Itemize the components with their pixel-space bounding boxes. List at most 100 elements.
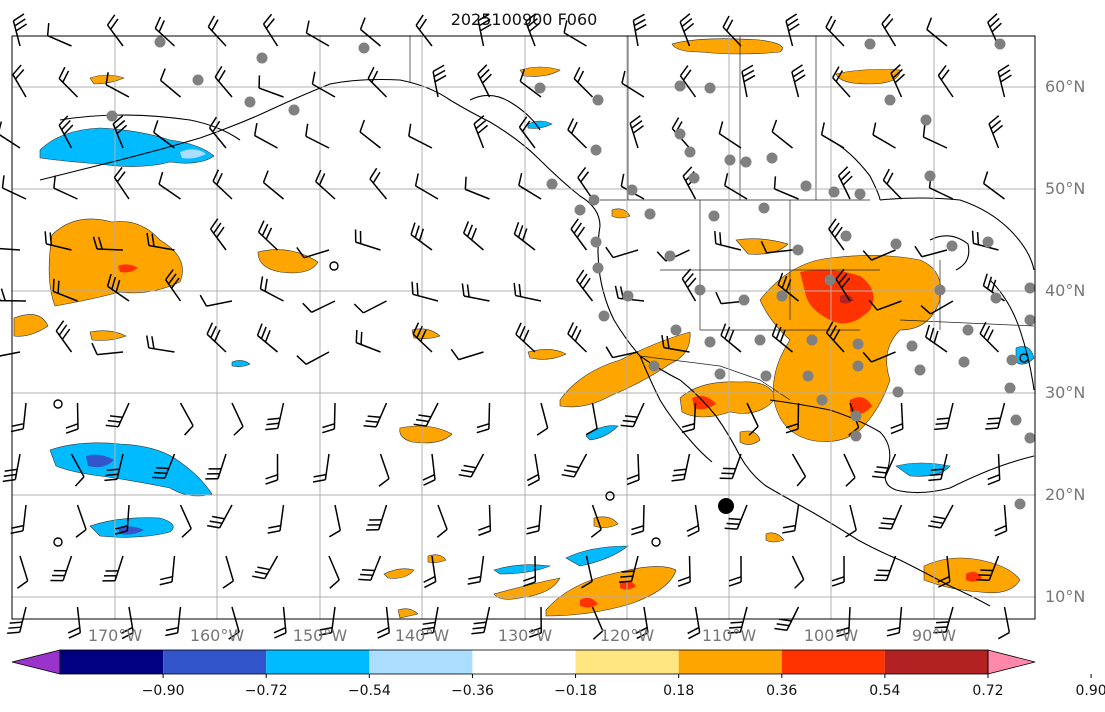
station-dot: [884, 94, 896, 106]
station-dot: [1014, 498, 1026, 510]
colorbar-tick-label: −0.18: [554, 683, 597, 699]
latitude-label: 60°N: [1045, 77, 1086, 96]
wind-barb: [262, 170, 284, 200]
wind-barb: [376, 606, 391, 639]
positive-anomaly-area: [527, 349, 567, 360]
station-dot: [816, 394, 828, 406]
longitude-label: 100°W: [803, 626, 859, 645]
wind-barb: [91, 342, 124, 356]
station-dot: [590, 236, 602, 248]
wind-barb: [423, 555, 437, 589]
wind-barb: [937, 64, 954, 98]
wind-barb: [988, 115, 1004, 149]
wind-barb: [228, 606, 240, 640]
wind-barb: [52, 278, 78, 302]
wind-barb: [105, 72, 130, 98]
wind-barb: [878, 504, 903, 530]
latitude-label: 20°N: [1045, 485, 1086, 504]
strong-positive-area: [118, 264, 138, 273]
wind-barb: [862, 351, 896, 363]
wind-barb: [10, 504, 27, 535]
wind-barb: [924, 324, 948, 353]
wind-barb: [868, 299, 902, 311]
wind-barb: [785, 402, 800, 434]
wind-barb: [746, 402, 759, 436]
colorbar-tick-label: 0.54: [869, 683, 901, 699]
wind-barb: [820, 122, 845, 149]
station-dot: [850, 430, 862, 442]
wind-barb: [120, 606, 135, 640]
positive-anomaly-area: [759, 255, 942, 442]
station-dot: [776, 290, 788, 302]
wind-barb: [75, 504, 87, 538]
wind-barb: [720, 323, 742, 353]
station-dot: [854, 188, 866, 200]
wind-barb: [718, 121, 742, 149]
wind-barb: [679, 65, 697, 98]
wind-barb: [0, 288, 27, 302]
wind-barb: [881, 13, 897, 47]
wind-barb: [727, 606, 748, 634]
station-dot: [906, 340, 918, 352]
wind-barb: [179, 504, 192, 538]
wind-barb: [872, 453, 897, 479]
wind-barb: [158, 171, 181, 200]
wind-barb: [785, 13, 800, 47]
wind-barb: [845, 504, 857, 538]
wind-barb: [872, 122, 896, 149]
wind-barb: [476, 402, 491, 434]
wind-barb: [831, 555, 845, 587]
wind-barb: [165, 606, 182, 637]
wind-barb: [890, 402, 904, 435]
wind-barb: [873, 555, 897, 582]
station-dot: [792, 244, 804, 256]
positive-anomaly-area: [519, 66, 561, 77]
station-dot: [1006, 354, 1018, 366]
tropical-system-marker: [718, 498, 734, 514]
calm-wind-circles: [53, 261, 1029, 547]
wind-barb: [661, 335, 690, 353]
negative-anomaly-area: [180, 149, 206, 159]
station-dot: [738, 294, 750, 306]
colorbar-segment: [369, 650, 473, 674]
wind-barb: [671, 453, 691, 482]
wind-barb: [312, 453, 330, 483]
wind-barb: [561, 453, 588, 478]
wind-barb: [65, 402, 79, 434]
station-dot: [674, 128, 686, 140]
wind-barb: [620, 402, 645, 428]
wind-barb: [55, 320, 73, 353]
wind-barb: [686, 504, 700, 538]
wind-barb: [728, 555, 742, 587]
station-dot: [724, 154, 736, 166]
station-dot: [622, 290, 634, 302]
station-dot: [674, 80, 686, 92]
station-dot: [192, 74, 204, 86]
wind-barb: [933, 606, 954, 634]
wind-barb: [580, 555, 593, 589]
wind-barb: [422, 453, 436, 486]
station-dot: [1004, 382, 1016, 394]
wind-barb: [207, 504, 233, 529]
strong-positive-area: [580, 597, 598, 608]
station-dot: [288, 104, 300, 116]
wind-barbs: [0, 13, 1012, 640]
colorbar-low-extend: [11, 649, 61, 675]
wind-barb: [635, 606, 649, 640]
wind-barb: [359, 119, 381, 149]
wind-barb: [832, 66, 851, 98]
colorbar-tick-label: −0.54: [347, 683, 391, 699]
colorbar-tick-label: −0.72: [244, 683, 288, 699]
positive-anomaly-area: [735, 238, 789, 255]
wind-barb: [359, 17, 381, 47]
wind-barb: [477, 13, 492, 47]
wind-barb: [681, 268, 697, 302]
station-dot: [256, 52, 268, 64]
colorbar-segment: [60, 650, 164, 674]
wind-barb: [253, 122, 278, 149]
wind-barb: [526, 453, 540, 487]
station-dot: [850, 410, 862, 422]
station-dot: [934, 284, 946, 296]
wind-barb: [791, 64, 806, 98]
wind-barb: [934, 402, 954, 431]
